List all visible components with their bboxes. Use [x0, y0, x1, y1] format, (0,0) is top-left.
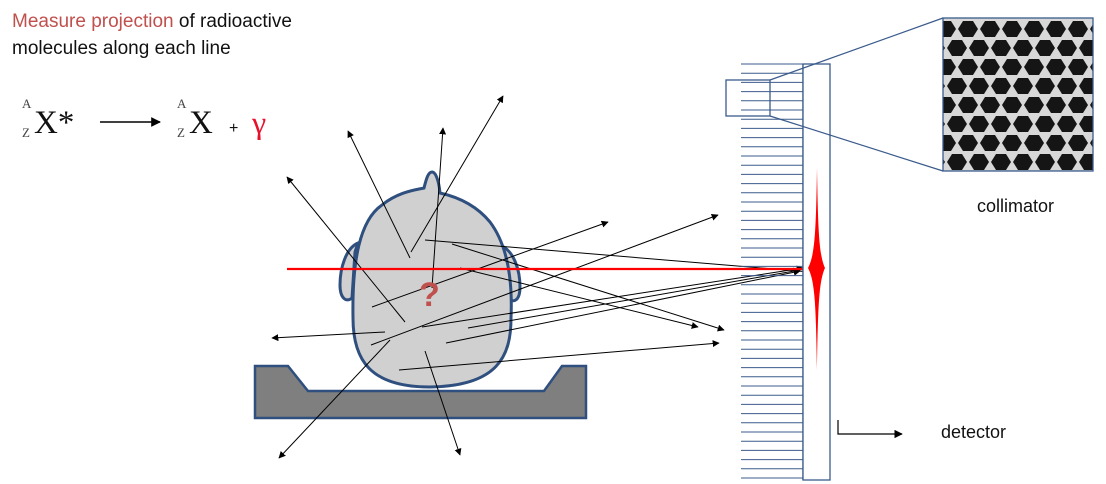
detector-label: detector: [941, 422, 1007, 442]
ray-arrow: [445, 268, 801, 344]
daughter-atomic-number: Z: [177, 125, 185, 140]
ray-arrow: [371, 220, 609, 308]
daughter-mass-number: A: [177, 96, 187, 111]
unknown-activity-mark: ?: [419, 276, 440, 314]
plus-sign: +: [229, 120, 238, 137]
parent-atomic-number: Z: [22, 125, 30, 140]
ray-arrow: [278, 339, 391, 459]
ray-arrow: [410, 95, 504, 253]
collimator-label: collimator: [977, 196, 1055, 216]
heading-accent: Measure projection: [12, 11, 174, 32]
collimator-septa: [741, 63, 803, 479]
parent-mass-number: A: [22, 96, 32, 111]
collimator-magnified-image: [942, 17, 1094, 172]
ray-arrow: [451, 243, 725, 332]
zoom-callout-line: [769, 115, 944, 172]
patient-bed: [253, 364, 588, 420]
detector-signal-peak: [808, 168, 825, 370]
detector-pointer-arrow: [837, 420, 903, 439]
heading-line1-rest: of radioactive: [173, 11, 292, 32]
gamma-rays: [271, 95, 811, 459]
ray-arrow: [286, 176, 406, 323]
ray-arrow: [398, 340, 720, 371]
ray-arrow: [347, 130, 411, 259]
page-heading: Measure projection of radioactive molecu…: [12, 8, 292, 62]
ray-arrow: [431, 127, 447, 289]
decay-equation: A Z X* A Z X + γ: [22, 96, 266, 141]
ray-arrow: [467, 267, 801, 329]
daughter-nucleus: X: [189, 105, 213, 141]
gamma-symbol: γ: [251, 104, 266, 140]
ray-arrow: [370, 213, 719, 346]
ray-arrow: [271, 331, 386, 342]
ray-arrow: [424, 350, 462, 456]
zoom-callout-line: [769, 17, 944, 81]
parent-nucleus: X*: [34, 105, 74, 141]
ray-arrow: [421, 265, 804, 328]
heading-line2: molecules along each line: [12, 38, 231, 59]
collimator-zoom-region: [725, 79, 771, 117]
ray-arrow: [459, 267, 699, 329]
